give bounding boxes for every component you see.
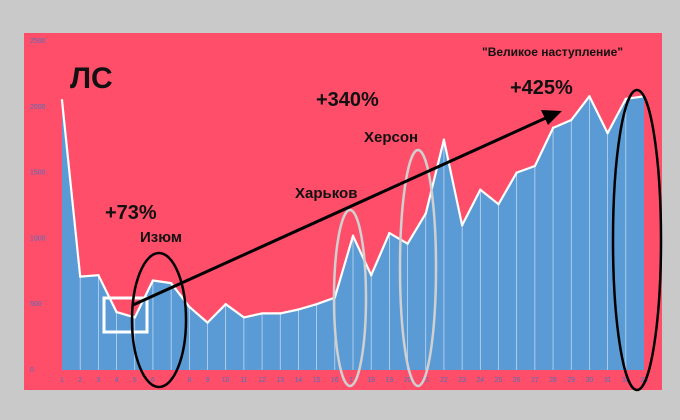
data-point xyxy=(188,305,191,309)
ellipse-izyum xyxy=(130,251,188,389)
data-point xyxy=(624,97,628,101)
x-tick-label: 4 xyxy=(115,377,119,384)
x-tick-label: 8 xyxy=(187,377,191,384)
highlight-box xyxy=(102,296,149,334)
data-point xyxy=(551,126,555,130)
data-point xyxy=(206,321,209,324)
x-tick-label: 1 xyxy=(60,377,64,384)
x-tick-label: 14 xyxy=(295,377,303,384)
x-tick-label: 32 xyxy=(622,377,630,384)
data-point xyxy=(406,242,409,245)
trend-arrowhead xyxy=(541,110,562,125)
data-point xyxy=(78,275,82,278)
x-tick-label: 9 xyxy=(206,377,210,384)
data-point xyxy=(297,308,300,311)
chart-title: ЛС xyxy=(70,62,113,95)
x-tick-label: 28 xyxy=(549,377,557,384)
x-tick-label: 17 xyxy=(349,377,357,384)
data-point xyxy=(388,231,391,235)
ellipse-kharkov xyxy=(332,208,368,388)
x-tick-label: 20 xyxy=(404,377,412,384)
data-point xyxy=(169,281,173,285)
x-tick-label: 16 xyxy=(331,377,339,384)
data-point xyxy=(460,224,464,227)
annotation-pct-mid: +340% xyxy=(316,89,379,111)
x-tick-label: 11 xyxy=(240,377,247,384)
y-tick-label: 2000 xyxy=(30,104,46,111)
y-tick-label: 2500 xyxy=(30,38,46,45)
y-tick-label: 1000 xyxy=(30,235,46,242)
data-point xyxy=(315,303,318,306)
data-point xyxy=(479,188,482,191)
x-tick-label: 22 xyxy=(440,377,448,384)
data-point xyxy=(588,95,591,98)
chart-subtitle: "Великое наступление" xyxy=(482,45,623,59)
x-tick-label: 10 xyxy=(222,377,230,384)
data-point xyxy=(533,164,537,168)
annotation-pct-izyum: +73% xyxy=(105,202,157,224)
y-tick-label: 0 xyxy=(30,367,34,374)
x-tick-label: 29 xyxy=(567,377,575,384)
annotation-label-kharkov: Харьков xyxy=(295,185,357,202)
x-tick-label: 13 xyxy=(276,377,284,384)
data-point xyxy=(60,99,64,102)
x-tick-label: 23 xyxy=(458,377,466,384)
x-tick-label: 18 xyxy=(367,377,375,384)
x-tick-label: 19 xyxy=(385,377,393,384)
data-point xyxy=(151,279,155,282)
data-point xyxy=(115,310,118,314)
x-tick-label: 21 xyxy=(422,377,430,384)
ellipse-end xyxy=(611,88,663,392)
data-point xyxy=(133,316,136,319)
annotation-label-kherson: Херсон xyxy=(364,129,418,146)
data-point xyxy=(497,202,500,206)
x-tick-label: 27 xyxy=(531,377,539,384)
x-tick-label: 2 xyxy=(78,377,82,384)
data-point xyxy=(279,312,282,315)
x-tick-label: 31 xyxy=(604,377,612,384)
x-tick-label: 6 xyxy=(151,377,155,384)
trend-arrow xyxy=(132,115,549,307)
annotation-label-izyum: Изюм xyxy=(140,229,182,246)
x-tick-label: 3 xyxy=(96,377,100,384)
x-tick-label: 15 xyxy=(313,377,321,384)
data-point xyxy=(424,212,427,215)
data-point xyxy=(97,274,100,277)
data-point xyxy=(515,171,518,174)
data-point xyxy=(260,312,264,315)
annotation-pct-end: +425% xyxy=(510,77,573,99)
x-tick-label: 12 xyxy=(258,377,266,384)
x-tick-label: 5 xyxy=(133,377,137,384)
data-point xyxy=(351,234,355,237)
x-tick-label: 25 xyxy=(495,377,503,384)
data-point xyxy=(242,316,246,319)
data-point xyxy=(570,118,573,122)
y-tick-label: 500 xyxy=(30,301,42,308)
x-tick-label: 26 xyxy=(513,377,521,384)
data-point xyxy=(442,138,446,141)
y-tick-label: 1500 xyxy=(30,170,46,177)
x-tick-label: 30 xyxy=(586,377,594,384)
x-tick-label: 24 xyxy=(476,377,484,384)
data-point xyxy=(224,303,227,306)
data-point xyxy=(606,131,609,135)
ellipse-kherson xyxy=(398,148,438,388)
data-point xyxy=(369,274,373,277)
